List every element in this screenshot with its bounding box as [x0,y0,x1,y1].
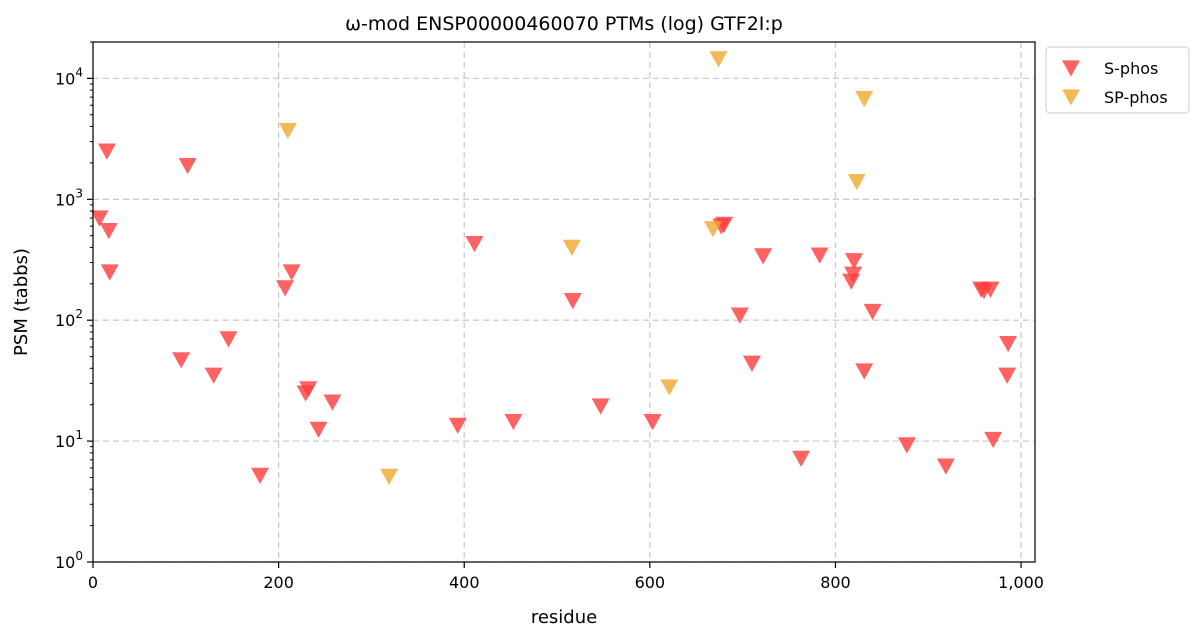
data-point-s-phos [99,223,118,240]
data-point-s-phos [715,216,734,233]
axis-ticks: 0 200 400 600 800 1,000 100 101 102 103 104 [55,41,1044,592]
data-point-s-phos [810,247,829,264]
data-point-sp-phos [660,379,679,396]
y-axis-label: PSM (tabbs) [11,248,32,356]
data-point-s-phos [998,367,1017,384]
data-point-s-phos [90,210,109,227]
data-point-sp-phos [380,468,399,486]
data-point-s-phos [172,352,191,369]
data-point-sp-phos [709,51,728,68]
data-point-s-phos [97,143,116,160]
x-tick-label: 200 [263,573,294,592]
legend-label: S-phos [1104,59,1158,78]
data-point-sp-phos [562,239,581,256]
data-point-sp-phos [278,122,297,140]
data-point-s-phos [299,381,318,398]
legend-marker [1062,89,1080,106]
data-point-s-phos [504,413,523,431]
data-point-s-phos [984,431,1003,449]
x-tick-label: 1,000 [998,573,1044,592]
data-point-s-phos [855,363,874,380]
data-point-s-phos [276,280,295,297]
data-point-s-phos [981,281,1000,298]
chart-title: ω-mod ENSP00000460070 PTMs (log) GTF2I:p [345,13,783,35]
y-tick-label: 101 [55,428,83,451]
data-point-s-phos [100,264,119,281]
x-axis-label: residue [531,607,597,628]
y-tick-label: 100 [55,549,83,572]
data-point-s-phos [309,421,328,438]
x-tick-label: 600 [635,573,666,592]
data-point-s-phos [730,307,749,324]
data-point-s-phos [897,437,916,454]
y-tick-label: 104 [55,65,83,88]
legend-marker [1062,60,1080,77]
data-point-s-phos [282,264,301,281]
data-point-s-phos [844,266,863,283]
y-tick-label: 102 [55,307,83,330]
x-tick-label: 400 [449,573,480,592]
data-point-s-phos [936,458,955,475]
data-point-s-phos [845,253,864,270]
data-point-s-phos [643,413,662,431]
data-point-s-phos [563,293,582,310]
data-point-s-phos [742,355,761,372]
data-point-sp-phos [847,173,866,191]
y-tick-label: 103 [55,186,83,209]
data-point-sp-phos [703,221,722,238]
data-point-sp-phos [855,90,874,108]
data-point-s-phos [448,417,467,434]
legend: S-phos SP-phos [1045,46,1190,114]
data-point-s-phos [792,450,811,467]
data-point-s-phos [219,331,238,348]
x-tick-label: 800 [820,573,851,592]
data-point-s-phos [754,248,773,265]
data-point-s-phos [465,235,484,253]
data-points [90,51,1018,486]
plot-frame [92,41,1036,563]
data-point-s-phos [591,398,610,415]
data-point-s-phos [323,394,342,411]
legend-box [1045,46,1190,114]
data-point-s-phos [251,467,270,484]
grid-lines [92,42,1035,563]
x-tick-label: 0 [88,573,98,592]
data-point-s-phos [863,303,882,321]
data-point-s-phos [204,367,223,384]
data-point-s-phos [999,335,1018,353]
legend-label: SP-phos [1104,88,1168,107]
data-point-s-phos [178,157,197,175]
